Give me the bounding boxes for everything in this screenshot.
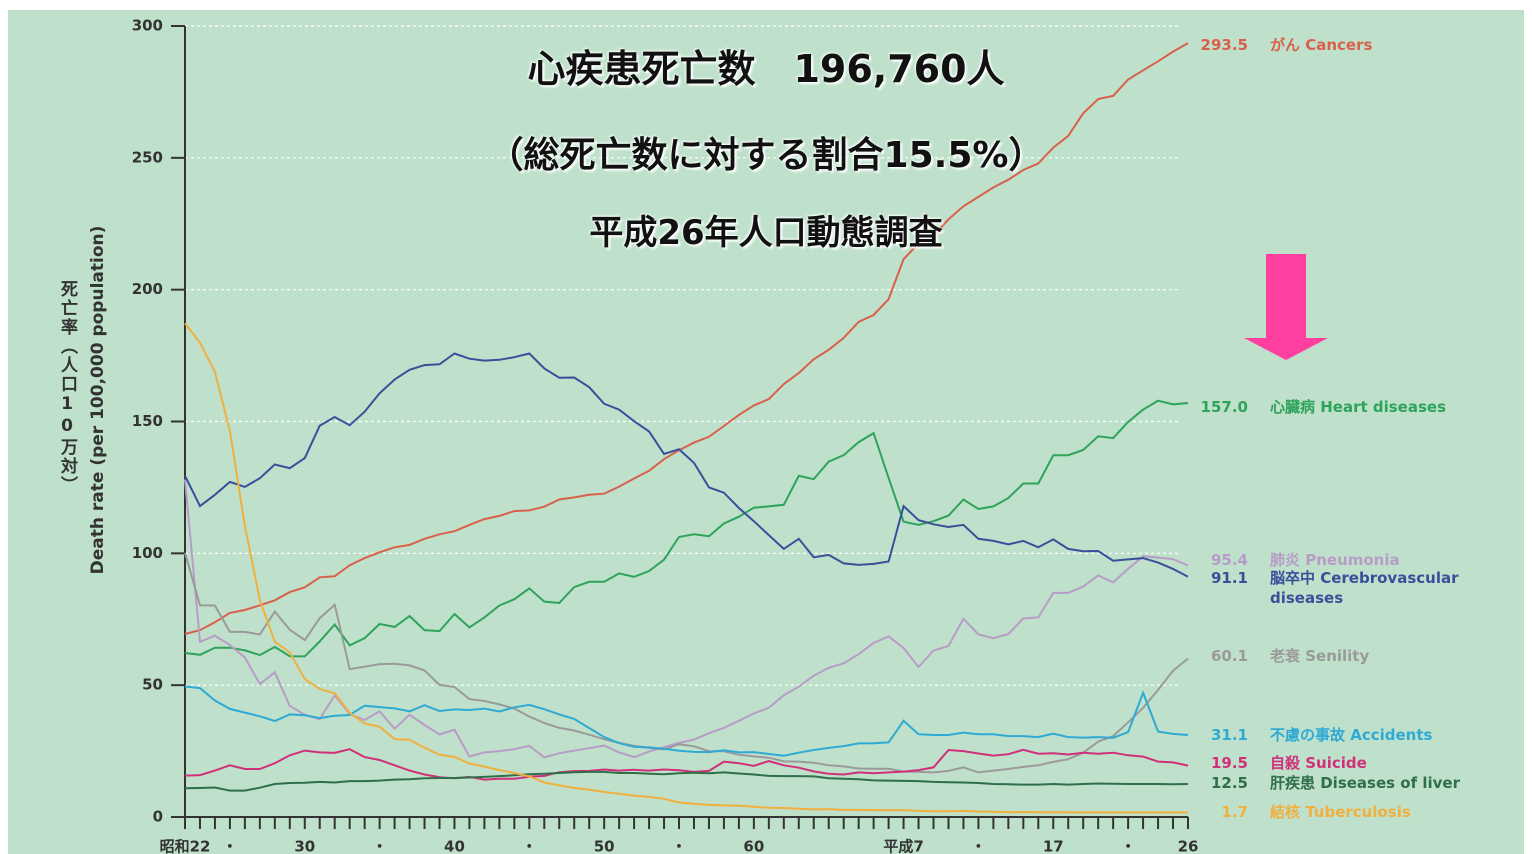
y-axis-label: 死亡率（人口10万対） [57, 280, 77, 495]
x-tick-label: ・ [372, 838, 387, 854]
x-tick-label: 40 [444, 838, 465, 854]
y-axis-label-en: Death rate (per 100,000 population) [88, 226, 108, 575]
x-tick-label: 平成7 [883, 838, 923, 854]
arrow-head [1244, 338, 1328, 360]
series-line [184, 770, 1189, 792]
end-value-label: 293.5 [1200, 36, 1248, 54]
end-value-label: 12.5 [1210, 774, 1248, 792]
y-tick-label: 50 [142, 676, 163, 694]
end-value-label: 95.4 [1210, 551, 1248, 569]
legend-label: 自殺 Suicide [1270, 754, 1367, 772]
x-tick-label: 17 [1043, 838, 1064, 854]
plot-background [8, 10, 1524, 854]
legend-label: 肺炎 Pneumonia [1270, 551, 1400, 569]
series-line [184, 352, 1189, 578]
x-tick-label: ・ [672, 838, 687, 854]
legend-label: 脳卒中 Cerebrovascular diseases [1270, 569, 1459, 607]
x-tick-label: 50 [594, 838, 615, 854]
y-tick-label: 200 [132, 280, 163, 298]
legend-label: 心臓病 Heart diseases [1270, 398, 1446, 416]
x-tick-label: 30 [294, 838, 315, 854]
chart-subtitle: （総死亡数に対する割合15.5%） [487, 135, 1045, 176]
series-line [184, 748, 1189, 781]
y-tick-label: 250 [132, 148, 163, 166]
chart-title: 心疾患死亡数 196,760人 [527, 47, 1005, 91]
arrow-shaft [1266, 254, 1306, 340]
x-tick-label: ・ [222, 838, 237, 854]
y-tick-label: 300 [132, 17, 163, 35]
legend-label: 老衰 Senility [1270, 647, 1370, 665]
x-tick-label: 26 [1178, 838, 1199, 854]
x-tick-label: 昭和22 [160, 838, 211, 854]
legend-label: がん Cancers [1270, 36, 1373, 54]
y-tick-label: 0 [153, 808, 163, 826]
series-line [184, 322, 1188, 814]
chart-source: 平成26年人口動態調査 [589, 213, 943, 253]
series-line [184, 399, 1189, 658]
end-value-label: 60.1 [1210, 647, 1248, 665]
y-tick-label: 100 [132, 544, 163, 562]
end-value-label: 91.1 [1210, 569, 1248, 587]
legend-label: 結核 Tuberculosis [1270, 803, 1411, 821]
y-tick-label: 150 [132, 412, 163, 430]
end-value-label: 157.0 [1200, 398, 1248, 416]
legend-label: 不慮の事故 Accidents [1270, 726, 1433, 744]
end-value-label: 19.5 [1210, 754, 1248, 772]
end-value-label: 1.7 [1221, 803, 1248, 821]
x-tick-label: ・ [971, 838, 986, 854]
series-line [184, 42, 1189, 635]
legend-label: 肝疾患 Diseases of liver [1270, 774, 1460, 792]
x-tick-label: ・ [1121, 838, 1136, 854]
end-value-label: 31.1 [1210, 726, 1248, 744]
series-line [184, 552, 1189, 774]
x-tick-label: ・ [522, 838, 537, 854]
x-tick-label: 60 [743, 838, 764, 854]
